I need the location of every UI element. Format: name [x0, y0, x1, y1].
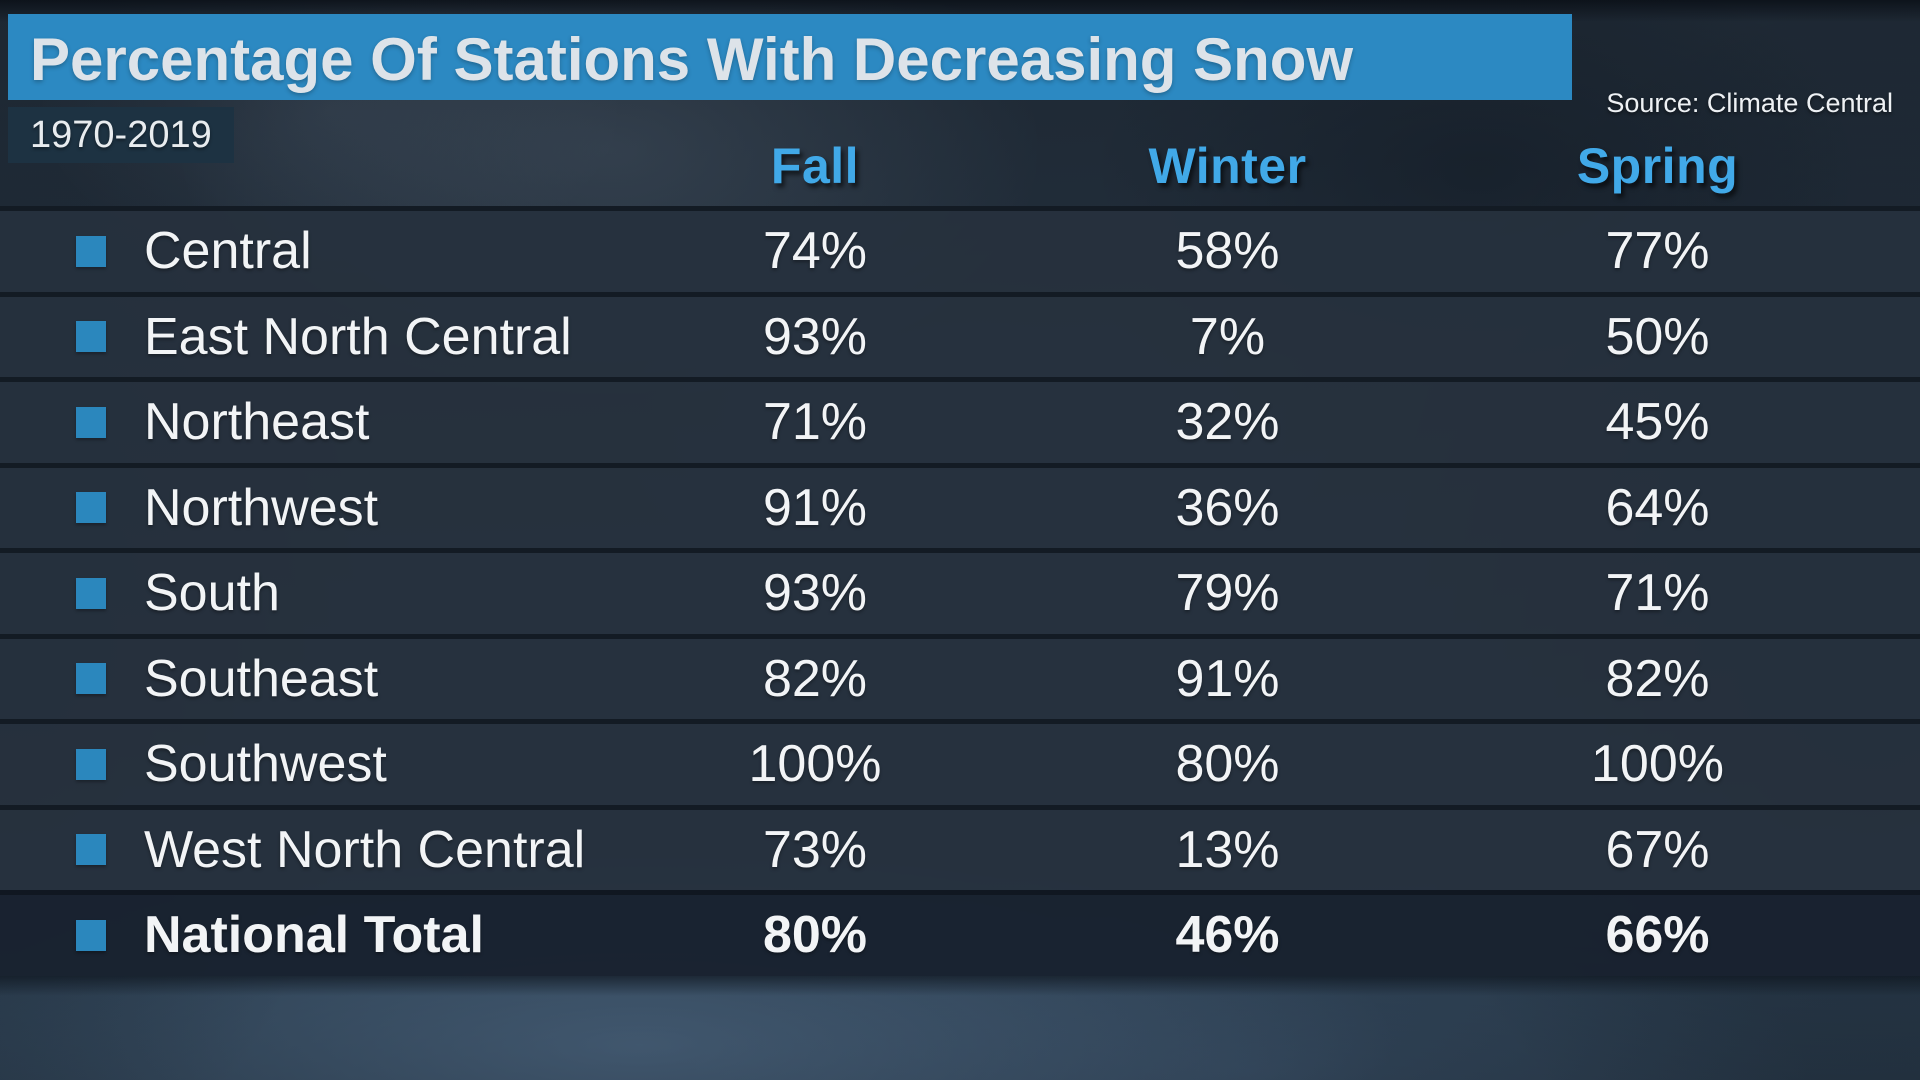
- region-label: South: [144, 564, 280, 623]
- region-label: Southwest: [144, 735, 387, 794]
- region-cell: Central: [0, 221, 615, 281]
- value-fall: 100%: [748, 735, 882, 794]
- value-spring: 82%: [1605, 649, 1710, 708]
- value-fall: 73%: [762, 820, 868, 879]
- column-header-winter: Winter: [1148, 138, 1307, 194]
- bullet-square-icon: [76, 492, 106, 524]
- table-row: West North Central 73% 13% 67%: [0, 804, 1920, 890]
- table-row: Southeast 82% 91% 82%: [0, 633, 1920, 719]
- column-header-spring: Spring: [1576, 138, 1739, 194]
- value-spring: 100%: [1591, 735, 1724, 794]
- region-cell: Southwest: [0, 734, 615, 794]
- region-cell: Southeast: [0, 649, 615, 709]
- bullet-square-icon: [76, 748, 106, 780]
- value-spring: 64%: [1605, 478, 1710, 537]
- bullet-square-icon: [76, 235, 106, 267]
- bullet-square-icon: [76, 834, 106, 866]
- table-row: Central 74% 58% 77%: [0, 206, 1920, 292]
- value-spring: 50%: [1605, 307, 1710, 366]
- region-cell: National Total: [0, 905, 615, 965]
- value-fall: 93%: [762, 564, 868, 623]
- bullet-square-icon: [76, 321, 106, 353]
- title-bar: Percentage Of Stations With Decreasing S…: [8, 14, 1572, 100]
- value-winter: 80%: [1175, 735, 1280, 794]
- table-row: Northeast 71% 32% 45%: [0, 377, 1920, 463]
- value-winter: 7%: [1189, 307, 1266, 366]
- value-winter: 46%: [1175, 906, 1280, 965]
- column-headers: Fall Winter Spring: [0, 135, 1920, 197]
- region-cell: East North Central: [0, 307, 615, 367]
- source-credit: Source: Climate Central: [1606, 88, 1893, 118]
- data-table: Central 74% 58% 77% East North Central 93% 7% 5…: [0, 206, 1920, 996]
- table-row: Northwest 91% 36% 64%: [0, 462, 1920, 548]
- value-spring: 67%: [1605, 820, 1710, 879]
- region-cell: Northwest: [0, 478, 615, 538]
- bullet-square-icon: [76, 663, 106, 695]
- region-cell: Northeast: [0, 392, 615, 452]
- value-spring: 66%: [1605, 906, 1710, 965]
- table-row: Southwest 100% 80% 100%: [0, 719, 1920, 805]
- value-winter: 79%: [1175, 564, 1280, 623]
- value-winter: 58%: [1175, 222, 1280, 281]
- value-fall: 93%: [762, 307, 868, 366]
- region-label: West North Central: [144, 820, 586, 879]
- region-label: Northeast: [144, 393, 370, 452]
- value-fall: 82%: [762, 649, 868, 708]
- page-title: Percentage Of Stations With Decreasing S…: [30, 25, 1354, 93]
- table-row: East North Central 93% 7% 50%: [0, 291, 1920, 377]
- value-winter: 13%: [1175, 820, 1280, 879]
- region-label: Central: [144, 222, 312, 281]
- value-fall: 91%: [762, 478, 868, 537]
- value-fall: 80%: [762, 906, 868, 965]
- bullet-square-icon: [76, 577, 106, 609]
- region-label: National Total: [144, 906, 484, 965]
- column-header-fall: Fall: [770, 138, 860, 194]
- period-label: 1970-2019: [30, 113, 212, 156]
- bullet-square-icon: [76, 919, 106, 951]
- period-badge: 1970-2019: [8, 107, 234, 163]
- value-spring: 45%: [1605, 393, 1710, 452]
- region-label: Southeast: [144, 649, 379, 708]
- table-row: South 93% 79% 71%: [0, 548, 1920, 634]
- region-label: Northwest: [144, 478, 379, 537]
- value-fall: 74%: [762, 222, 868, 281]
- value-winter: 91%: [1175, 649, 1280, 708]
- table-row-total: National Total 80% 46% 66%: [0, 890, 1920, 976]
- region-cell: South: [0, 563, 615, 623]
- value-spring: 71%: [1605, 564, 1710, 623]
- value-winter: 36%: [1175, 478, 1280, 537]
- region-label: East North Central: [144, 307, 572, 366]
- region-cell: West North Central: [0, 820, 615, 880]
- bullet-square-icon: [76, 406, 106, 438]
- value-fall: 71%: [762, 393, 868, 452]
- value-winter: 32%: [1175, 393, 1280, 452]
- value-spring: 77%: [1605, 222, 1710, 281]
